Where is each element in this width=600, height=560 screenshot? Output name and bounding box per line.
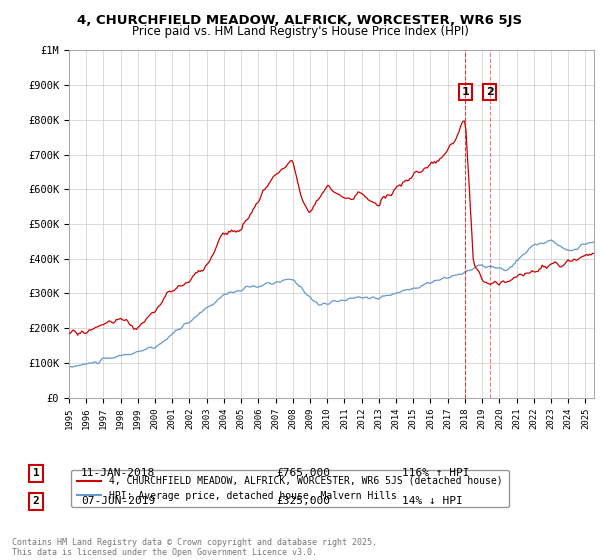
Text: 1: 1 — [461, 87, 469, 97]
Text: £325,000: £325,000 — [276, 496, 330, 506]
Text: Price paid vs. HM Land Registry's House Price Index (HPI): Price paid vs. HM Land Registry's House … — [131, 25, 469, 38]
Text: 11-JAN-2018: 11-JAN-2018 — [81, 468, 155, 478]
Text: 1: 1 — [32, 468, 40, 478]
Text: 2: 2 — [32, 496, 40, 506]
Text: 116% ↑ HPI: 116% ↑ HPI — [402, 468, 470, 478]
Text: Contains HM Land Registry data © Crown copyright and database right 2025.
This d: Contains HM Land Registry data © Crown c… — [12, 538, 377, 557]
Legend: 4, CHURCHFIELD MEADOW, ALFRICK, WORCESTER, WR6 5JS (detached house), HPI: Averag: 4, CHURCHFIELD MEADOW, ALFRICK, WORCESTE… — [71, 470, 509, 507]
Text: 2: 2 — [485, 87, 493, 97]
Text: £765,000: £765,000 — [276, 468, 330, 478]
Text: 4, CHURCHFIELD MEADOW, ALFRICK, WORCESTER, WR6 5JS: 4, CHURCHFIELD MEADOW, ALFRICK, WORCESTE… — [77, 14, 523, 27]
Text: 14% ↓ HPI: 14% ↓ HPI — [402, 496, 463, 506]
Text: 07-JUN-2019: 07-JUN-2019 — [81, 496, 155, 506]
